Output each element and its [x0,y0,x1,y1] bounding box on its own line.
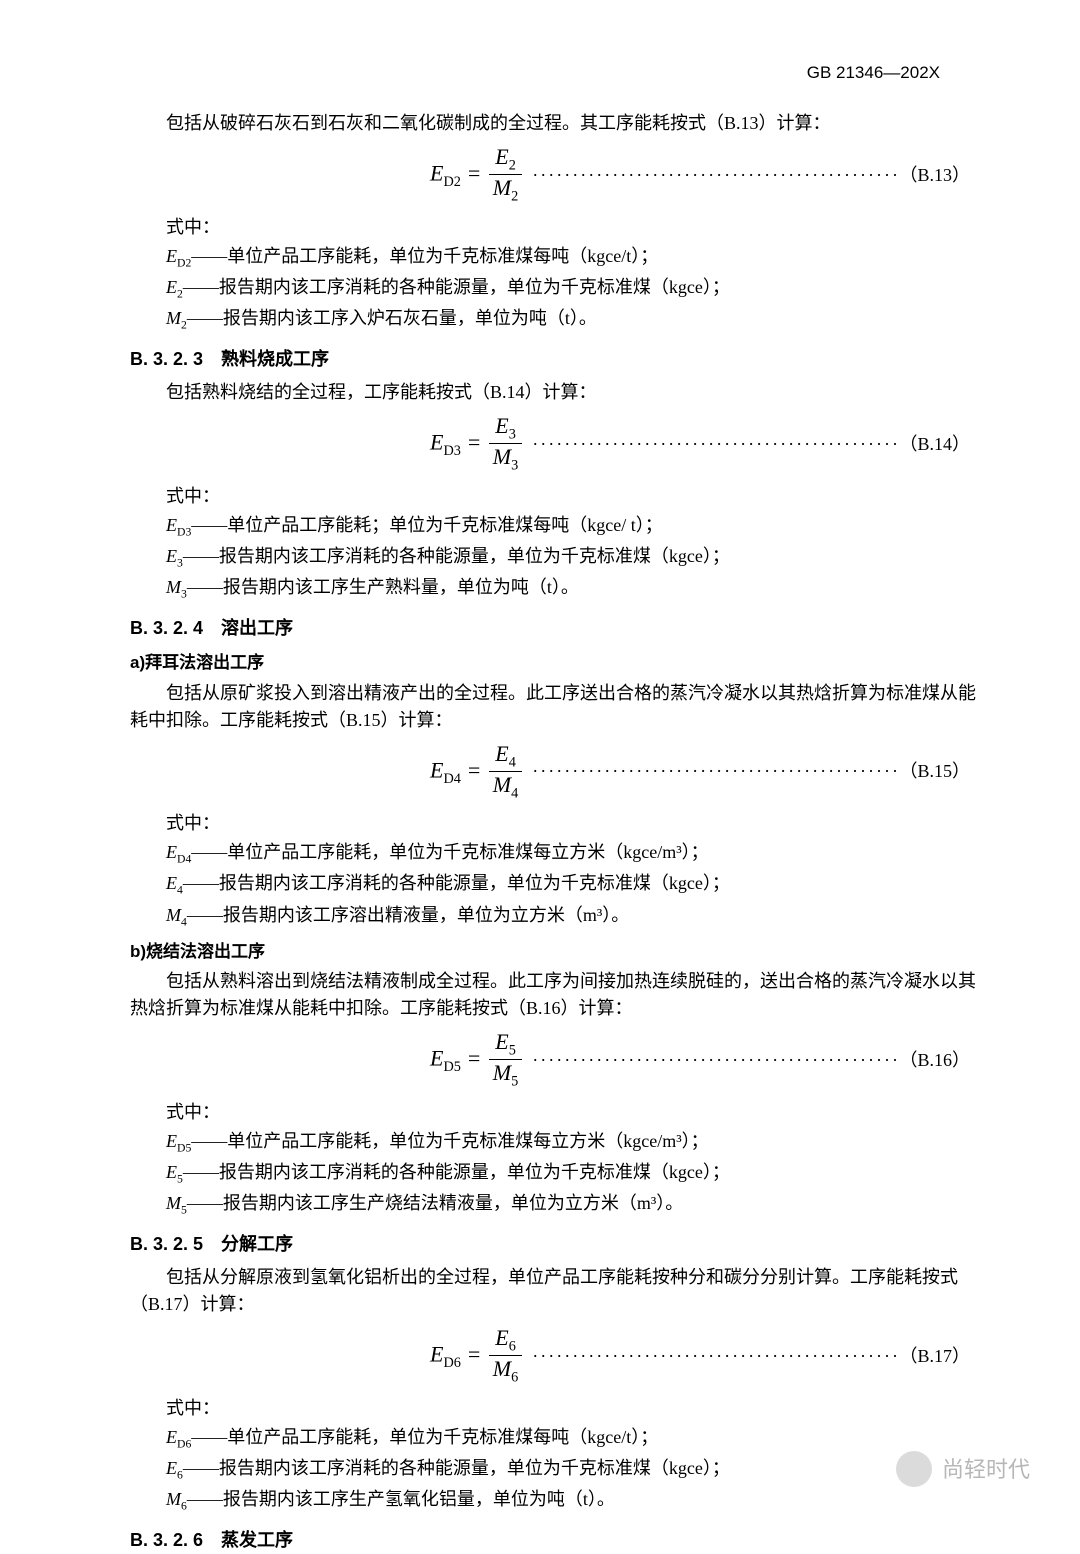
document-body: 包括从破碎石灰石到石灰和二氧化碳制成的全过程。其工序能耗按式（B.13）计算： … [130,110,980,1554]
b324b-where: 式中： [130,1099,980,1126]
b324a-def3: M4——报告期内该工序溶出精液量，单位为立方米（m³）。 [130,902,980,931]
b13-def1: ED2——单位产品工序能耗，单位为千克标准煤每吨（kgce/t）； [130,243,980,272]
b14-equation: ED3 = E3 M3 [430,414,524,475]
heading-b324: B. 3. 2. 4 溶出工序 [130,615,980,642]
heading-b323: B. 3. 2. 3 熟料烧成工序 [130,346,980,373]
b14-eqnum: （B.14） [899,431,970,458]
b17-formula: ED6 = E6 M6 ····························… [130,1326,980,1387]
dots: ········································… [524,758,899,785]
b325-def2: E6——报告期内该工序消耗的各种能源量，单位为千克标准煤（kgce）； [130,1455,980,1484]
b17-equation: ED6 = E6 M6 [430,1326,524,1387]
b323-def2: E3——报告期内该工序消耗的各种能源量，单位为千克标准煤（kgce）； [130,543,980,572]
b15-equation: ED4 = E4 M4 [430,742,524,803]
watermark-icon [896,1451,932,1487]
b325-intro: 包括从分解原液到氢氧化铝析出的全过程，单位产品工序能耗按种分和碳分分别计算。工序… [130,1264,980,1318]
b15-formula: ED4 = E4 M4 ····························… [130,742,980,803]
b13-formula: ED2 = E2 M2 ····························… [130,145,980,206]
b16-equation: ED5 = E5 M5 [430,1030,524,1091]
b13-eqnum: （B.13） [899,162,970,189]
b325-def3: M6——报告期内该工序生产氢氧化铝量，单位为吨（t）。 [130,1486,980,1515]
b16-formula: ED5 = E5 M5 ····························… [130,1030,980,1091]
dots: ········································… [524,431,899,458]
b14-formula: ED3 = E3 M3 ····························… [130,414,980,475]
watermark: 尚轻时代 [896,1451,1030,1487]
b324a-def2: E4——报告期内该工序消耗的各种能源量，单位为千克标准煤（kgce）； [130,870,980,899]
watermark-text: 尚轻时代 [942,1453,1030,1486]
b325-def1: ED6——单位产品工序能耗，单位为千克标准煤每吨（kgce/t）； [130,1424,980,1453]
b324b-def3: M5——报告期内该工序生产烧结法精液量，单位为立方米（m³）。 [130,1190,980,1219]
dots: ········································… [524,162,899,189]
b324b-def1: ED5——单位产品工序能耗，单位为千克标准煤每立方米（kgce/m³）； [130,1128,980,1157]
header-standard-code: GB 21346—202X [807,60,940,86]
b13-equation: ED2 = E2 M2 [430,145,524,206]
b323-intro: 包括熟料烧结的全过程，工序能耗按式（B.14）计算： [130,379,980,406]
heading-b324a: a)拜耳法溶出工序 [130,650,980,676]
b13-intro: 包括从破碎石灰石到石灰和二氧化碳制成的全过程。其工序能耗按式（B.13）计算： [130,110,980,137]
heading-b324b: b)烧结法溶出工序 [130,939,980,965]
b323-def3: M3——报告期内该工序生产熟料量，单位为吨（t）。 [130,574,980,603]
dots: ········································… [524,1047,899,1074]
heading-b326: B. 3. 2. 6 蒸发工序 [130,1527,980,1554]
b13-def2: E2——报告期内该工序消耗的各种能源量，单位为千克标准煤（kgce）； [130,274,980,303]
heading-b325: B. 3. 2. 5 分解工序 [130,1231,980,1258]
b323-def1: ED3——单位产品工序能耗；单位为千克标准煤每吨（kgce/ t）； [130,512,980,541]
b324a-where: 式中： [130,810,980,837]
b324b-intro: 包括从熟料溶出到烧结法精液制成全过程。此工序为间接加热连续脱硅的，送出合格的蒸汽… [130,968,980,1022]
b325-where: 式中： [130,1395,980,1422]
b16-eqnum: （B.16） [899,1047,970,1074]
b13-where: 式中： [130,214,980,241]
b15-eqnum: （B.15） [899,758,970,785]
b324a-def1: ED4——单位产品工序能耗，单位为千克标准煤每立方米（kgce/m³）； [130,839,980,868]
dots: ········································… [524,1343,899,1370]
b323-where: 式中： [130,483,980,510]
b13-def3: M2——报告期内该工序入炉石灰石量，单位为吨（t）。 [130,305,980,334]
b17-eqnum: （B.17） [899,1343,970,1370]
b324b-def2: E5——报告期内该工序消耗的各种能源量，单位为千克标准煤（kgce）； [130,1159,980,1188]
b324a-intro: 包括从原矿浆投入到溶出精液产出的全过程。此工序送出合格的蒸汽冷凝水以其热焓折算为… [130,680,980,734]
